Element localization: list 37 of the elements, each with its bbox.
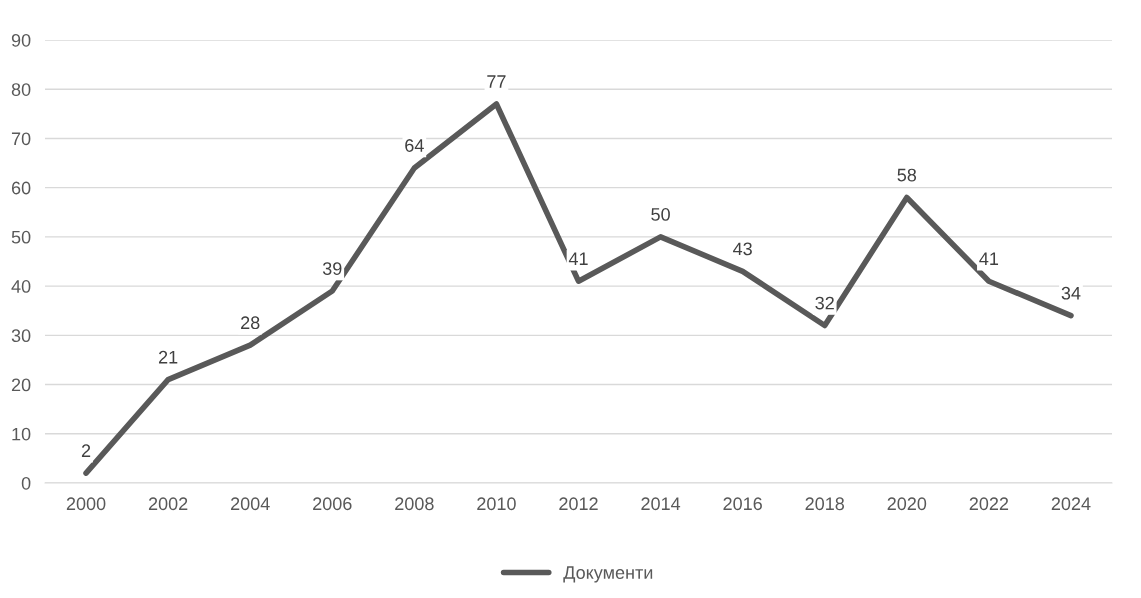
data-label: 50 [651, 208, 670, 221]
x-tick-label: 2018 [805, 497, 845, 511]
x-tick-label: 2010 [477, 497, 516, 511]
x-tick-label: 2022 [969, 497, 1009, 511]
data-label: 2 [81, 444, 91, 457]
data-label: 21 [158, 350, 178, 364]
data-label: 39 [322, 262, 342, 275]
data-label: 58 [897, 168, 917, 182]
data-label: 41 [568, 252, 588, 265]
y-tick-label: 70 [11, 132, 31, 146]
data-label: 32 [815, 296, 834, 310]
x-tick-label: 2016 [723, 497, 762, 511]
y-tick-label: 60 [11, 181, 31, 195]
data-label: 43 [733, 242, 752, 256]
y-tick-label: 20 [11, 378, 31, 392]
x-tick-label: 2008 [395, 497, 434, 511]
y-tick-label: 40 [11, 280, 31, 293]
y-tick-label: 10 [12, 427, 31, 441]
x-tick-label: 2020 [887, 497, 927, 511]
data-label: 41 [979, 252, 999, 265]
data-label: 64 [405, 139, 424, 152]
y-tick-label: 50 [11, 230, 31, 244]
data-label: 34 [1061, 286, 1081, 300]
x-tick-label: 2024 [1051, 497, 1091, 511]
x-tick-label: 2002 [148, 497, 188, 511]
legend-label: Документи [563, 566, 653, 583]
y-tick-label: 80 [11, 83, 31, 96]
data-label: 77 [487, 75, 506, 88]
x-tick-label: 2004 [231, 497, 270, 511]
y-tick-label: 30 [11, 329, 31, 343]
x-tick-label: 2012 [559, 497, 598, 511]
y-tick-label: 0 [21, 476, 31, 490]
y-tick-label: 90 [11, 33, 31, 47]
x-tick-label: 2000 [66, 497, 106, 511]
x-tick-label: 2014 [641, 497, 681, 511]
data-label: 28 [241, 316, 260, 330]
x-tick-label: 2006 [313, 497, 352, 511]
